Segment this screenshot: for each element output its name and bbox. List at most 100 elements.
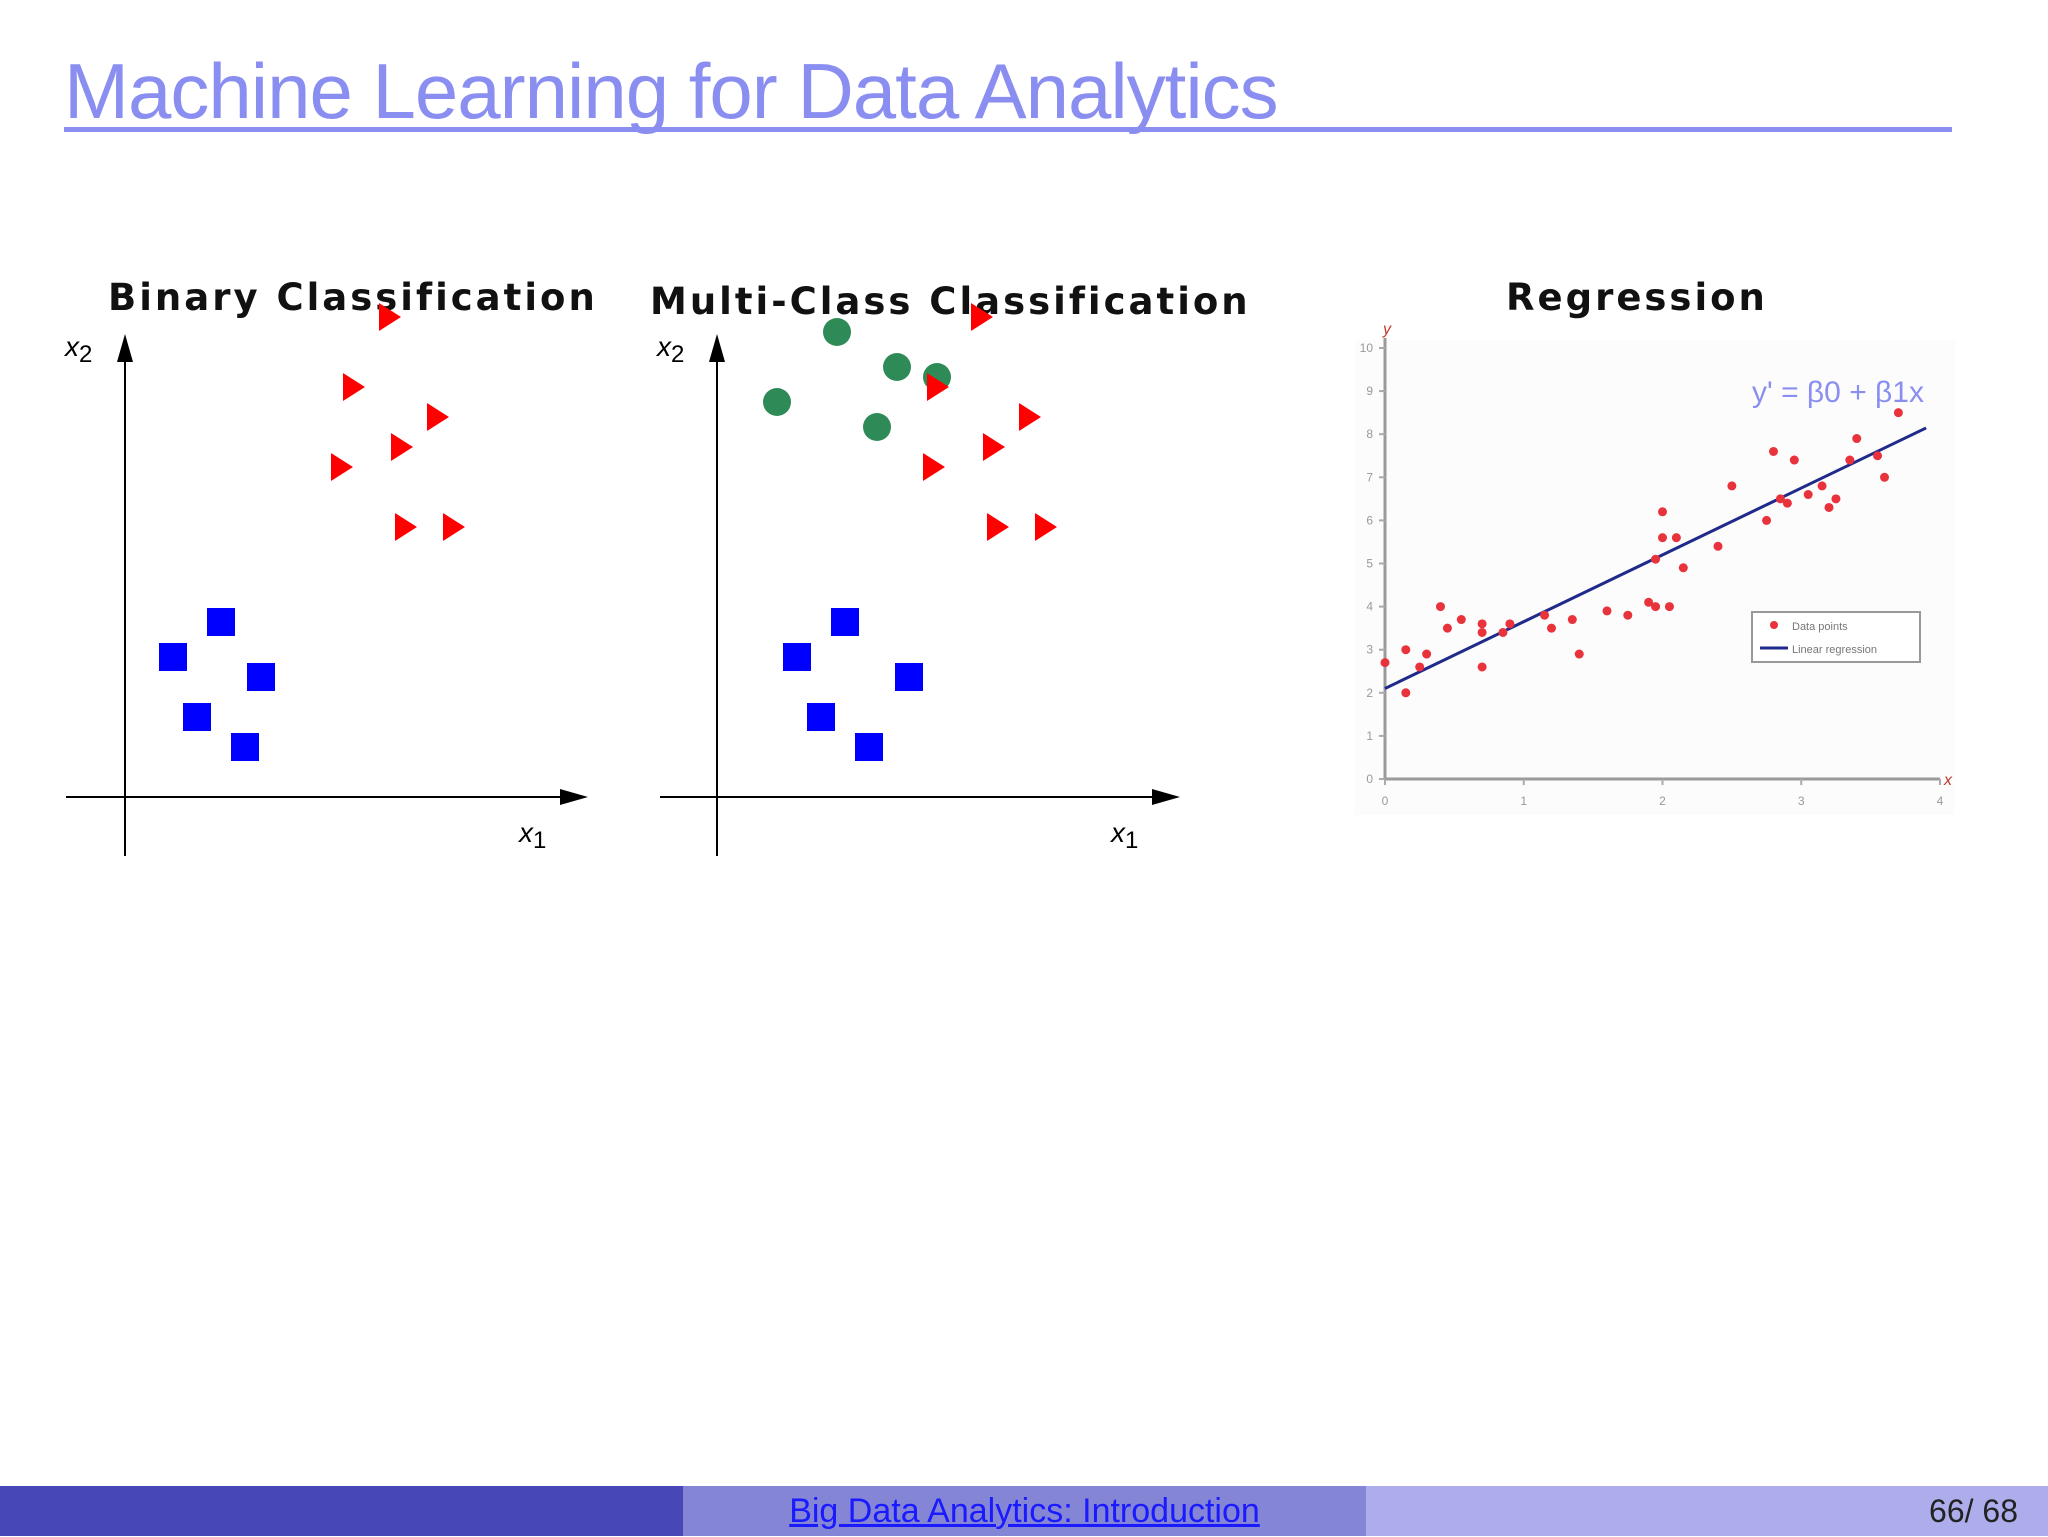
- page-separator: /: [1964, 1493, 1974, 1529]
- chart1-xlabel: x1: [1109, 817, 1138, 854]
- regression-data-point: [1456, 615, 1466, 625]
- regression-ylabel: y: [1382, 321, 1392, 338]
- chart1-square-marker: [807, 703, 835, 731]
- regression-data-point: [1574, 649, 1584, 659]
- regression-y-tick-label: 2: [1366, 686, 1373, 700]
- chart0-triangle-marker: [379, 303, 401, 331]
- regression-x-tick-label: 3: [1798, 794, 1805, 808]
- regression-data-point: [1671, 533, 1681, 543]
- regression-data-point: [1442, 623, 1452, 633]
- regression-y-tick-label: 1: [1366, 729, 1373, 743]
- chart0-triangle-marker: [443, 513, 465, 541]
- chart0-xlabel: x1: [517, 817, 546, 854]
- chart0-square-marker: [231, 733, 259, 761]
- regression-data-point: [1651, 602, 1661, 612]
- chart1-y-arrow-icon: [709, 334, 725, 362]
- regression-data-point: [1880, 472, 1889, 482]
- regression-x-tick-label: 4: [1937, 794, 1944, 808]
- regression-data-point: [1415, 662, 1425, 672]
- chart0-square-marker: [159, 643, 187, 671]
- chart0-x-arrow-icon: [560, 789, 588, 805]
- regression-data-point: [1644, 597, 1654, 607]
- regression-data-point: [1436, 602, 1445, 612]
- legend-label-points: Data points: [1792, 621, 1848, 633]
- regression-x-tick-label: 0: [1382, 794, 1389, 808]
- regression-y-tick-label: 5: [1366, 557, 1373, 571]
- page-total: 68: [1982, 1493, 2018, 1529]
- chart1-triangle-marker: [987, 513, 1009, 541]
- regression-x-tick-label: 1: [1520, 794, 1527, 808]
- regression-data-point: [1803, 490, 1813, 500]
- regression-y-tick-label: 6: [1366, 513, 1373, 527]
- multiclass-panel-title: Multi-Class Classification: [650, 280, 1251, 323]
- regression-y-tick-label: 3: [1366, 643, 1373, 657]
- regression-xlabel: x: [1943, 772, 1953, 789]
- chart0-triangle-marker: [343, 373, 365, 401]
- regression-data-point: [1401, 645, 1411, 655]
- regression-data-point: [1477, 662, 1487, 672]
- regression-data-point: [1775, 494, 1785, 504]
- footer-bar: Big Data Analytics: Introduction 66/ 68: [0, 1486, 2048, 1536]
- regression-data-point: [1845, 455, 1855, 465]
- footer-segment-center: Big Data Analytics: Introduction: [683, 1486, 1366, 1536]
- regression-data-point: [1658, 507, 1667, 517]
- title-underline: [64, 127, 1952, 132]
- chart0-triangle-marker: [395, 513, 417, 541]
- regression-data-point: [1658, 533, 1667, 543]
- regression-data-point: [1727, 481, 1737, 491]
- regression-data-point: [1852, 434, 1862, 444]
- regression-data-point: [1540, 610, 1550, 620]
- footer-title-link[interactable]: Big Data Analytics: Introduction: [789, 1491, 1260, 1530]
- page-current: 66: [1929, 1493, 1965, 1529]
- regression-data-point: [1505, 619, 1515, 629]
- regression-data-point: [1477, 619, 1487, 629]
- regression-equation: y' = β0 + β1x: [1752, 376, 1924, 409]
- regression-data-point: [1401, 688, 1411, 698]
- regression-data-point: [1678, 563, 1688, 573]
- regression-data-point: [1831, 494, 1841, 504]
- chart1-triangle-marker: [983, 433, 1005, 461]
- regression-y-tick-label: 0: [1366, 772, 1373, 786]
- chart1-circle-marker: [883, 353, 911, 381]
- chart1-triangle-marker: [971, 303, 993, 331]
- regression-y-tick-label: 9: [1366, 384, 1373, 398]
- regression-data-point: [1769, 446, 1778, 456]
- chart0-triangle-marker: [427, 403, 449, 431]
- chart1-square-marker: [831, 608, 859, 636]
- regression-data-point: [1380, 658, 1390, 668]
- regression-data-point: [1422, 649, 1432, 659]
- regression-data-point: [1602, 606, 1612, 616]
- regression-data-point: [1762, 515, 1772, 525]
- regression-y-tick-label: 4: [1366, 600, 1373, 614]
- regression-data-point: [1651, 554, 1661, 564]
- chart0-triangle-marker: [391, 433, 413, 461]
- chart1-square-marker: [855, 733, 883, 761]
- regression-data-point: [1664, 602, 1674, 612]
- regression-y-tick-label: 10: [1360, 341, 1374, 355]
- binary-panel-title: Binary Classification: [108, 276, 598, 319]
- chart0-ylabel: x2: [63, 331, 92, 368]
- chart1-ylabel: x2: [655, 331, 684, 368]
- regression-y-tick-label: 8: [1366, 427, 1373, 441]
- legend-point-marker: [1770, 621, 1778, 629]
- chart1-triangle-marker: [1035, 513, 1057, 541]
- page-number: 66/ 68: [1929, 1493, 2018, 1530]
- regression-data-point: [1873, 451, 1883, 461]
- chart1-circle-marker: [763, 388, 791, 416]
- chart0-y-arrow-icon: [117, 334, 133, 362]
- regression-data-point: [1498, 627, 1508, 637]
- chart1-triangle-marker: [923, 453, 945, 481]
- chart1-triangle-marker: [1019, 403, 1041, 431]
- regression-data-point: [1623, 610, 1633, 620]
- chart0-square-marker: [183, 703, 211, 731]
- chart1-circle-marker: [863, 413, 891, 441]
- regression-data-point: [1547, 623, 1556, 633]
- regression-data-point: [1782, 498, 1792, 508]
- regression-x-tick-label: 2: [1659, 794, 1666, 808]
- regression-data-point: [1789, 455, 1799, 465]
- regression-data-point: [1893, 408, 1903, 418]
- chart0-triangle-marker: [331, 453, 353, 481]
- chart0-square-marker: [247, 663, 275, 691]
- regression-data-point: [1477, 627, 1487, 637]
